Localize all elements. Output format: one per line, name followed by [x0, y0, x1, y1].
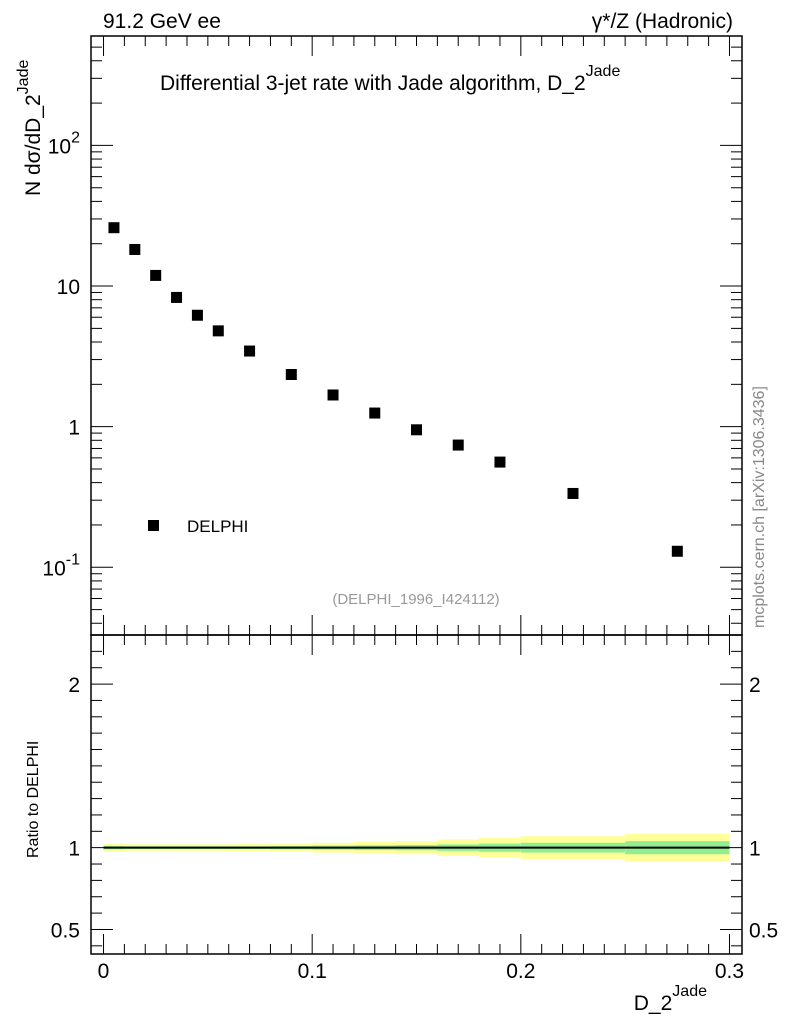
y-tick-label: 102 — [48, 129, 80, 158]
data-points — [108, 222, 683, 557]
ratio-y-tick-label-right: 1 — [749, 838, 761, 861]
data-point — [494, 456, 506, 468]
data-point — [129, 243, 141, 255]
ratio-frame — [90, 634, 743, 955]
ratio-y-tick-label-right: 2 — [749, 674, 761, 697]
ratio-ylabel: Ratio to DELPHI — [25, 741, 42, 858]
analysis-reference: (DELPHI_1996_I424112) — [332, 591, 499, 608]
data-point — [369, 407, 381, 419]
x-tick-label: 0 — [98, 960, 110, 983]
main-panel: Differential 3-jet rate with Jade algori… — [15, 35, 743, 636]
main-title: Differential 3-jet rate with Jade algori… — [160, 63, 620, 95]
data-point — [452, 439, 464, 451]
data-point — [327, 389, 339, 401]
side-label: mcplots.cern.ch [arXiv:1306.3436] — [751, 386, 768, 628]
main-ylabel: N dσ/dD_2Jade — [15, 60, 45, 196]
ratio-y-tick-label-left: 1 — [68, 838, 80, 861]
data-point — [567, 487, 579, 499]
legend-marker-delphi — [148, 520, 159, 531]
data-point — [244, 345, 256, 357]
legend-label-delphi: DELPHI — [187, 517, 248, 536]
y-tick-label: 10 — [57, 276, 80, 299]
ratio-y-tick-label-left: 0.5 — [51, 919, 80, 942]
data-point — [150, 269, 162, 281]
data-point — [191, 309, 203, 321]
header-right: γ*/Z (Hadronic) — [592, 10, 733, 33]
main-tick-marks — [91, 35, 742, 635]
y-tick-label: 10-1 — [42, 551, 80, 580]
ratio-tick-labels: 0.5 0.5 1 1 2 2 — [51, 674, 778, 942]
header-left: 91.2 GeV ee — [103, 10, 221, 33]
main-frame — [90, 35, 743, 636]
ratio-y-tick-label-right: 0.5 — [749, 919, 778, 942]
y-tick-labels: 10-1 1 10 102 — [42, 129, 80, 580]
ratio-tick-marks — [91, 635, 742, 954]
x-tick-label: 0.2 — [506, 960, 535, 983]
x-tick-label: 0.1 — [298, 960, 327, 983]
data-point — [285, 368, 297, 380]
x-tick-labels: 0 0.1 0.2 0.3 — [98, 960, 744, 983]
data-point — [171, 291, 183, 303]
data-point — [108, 222, 120, 234]
data-point — [671, 545, 683, 557]
x-tick-label: 0.3 — [715, 960, 744, 983]
ratio-panel: 0.5 0.5 1 1 2 2 0 0.1 0.2 0.3 Ratio to DELPHI D_… — [25, 634, 778, 1015]
data-point — [411, 424, 422, 436]
ratio-y-tick-label-left: 2 — [68, 674, 80, 697]
y-tick-label: 1 — [68, 417, 80, 440]
x-axis-label: D_2Jade — [634, 983, 707, 1015]
data-point — [212, 325, 224, 337]
